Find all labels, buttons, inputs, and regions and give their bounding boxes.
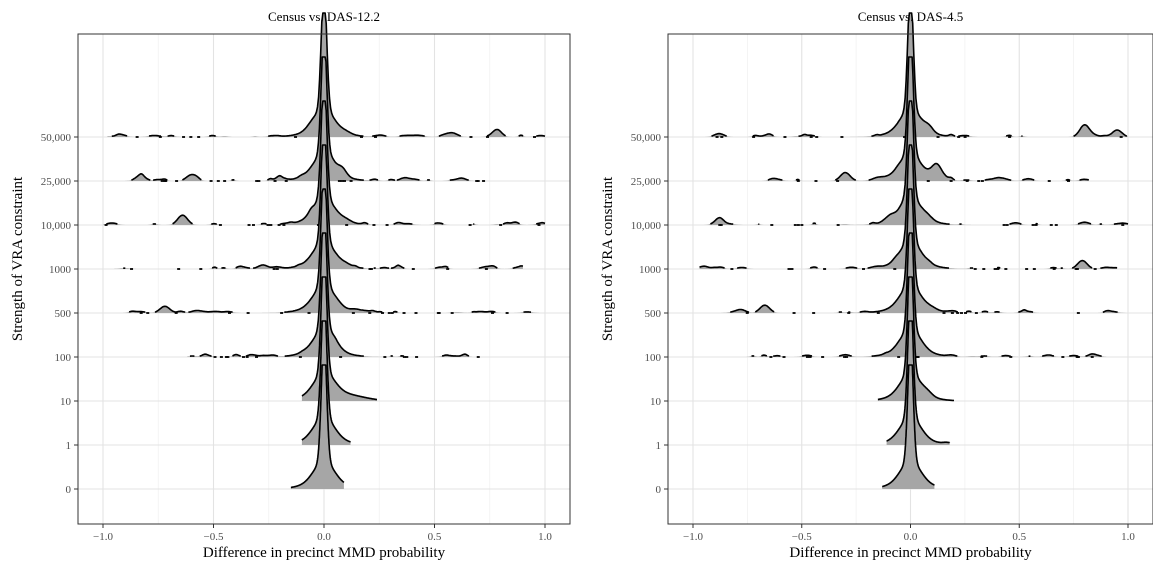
y-tick-label: 25,000	[41, 176, 72, 188]
y-tick-label: 100	[55, 352, 72, 364]
x-tick-label: −1.0	[93, 531, 113, 543]
chart-title: Census vs. DAS-4.5	[858, 9, 963, 24]
ridge-line-0	[881, 364, 936, 488]
ridge-line-100	[751, 232, 1102, 357]
y-tick-label: 1	[656, 440, 662, 452]
ridge-line-10	[301, 276, 378, 401]
ridge-fill-100	[745, 233, 1107, 357]
ridge-line-0	[290, 364, 345, 489]
chart-title: Census vs. DAS-12.2	[268, 9, 380, 24]
y-tick-label: 1000	[49, 264, 72, 276]
x-tick-label: 1.0	[1121, 531, 1135, 543]
ridge-line-1000	[699, 144, 1118, 269]
x-tick-label: 0.0	[904, 531, 918, 543]
y-tick-label: 50,000	[631, 132, 662, 144]
y-tick-label: 50,000	[41, 132, 72, 144]
y-tick-label: 10	[60, 396, 72, 408]
ridge-line-500	[128, 188, 532, 313]
ridge-fill-25-000	[116, 57, 495, 181]
y-axis-label: Strength of VRA constraint	[600, 176, 616, 341]
y-tick-label: 1000	[639, 264, 662, 276]
ridge-line-10-000	[710, 100, 1129, 225]
y-tick-label: 500	[645, 308, 662, 320]
y-tick-label: 0	[656, 484, 662, 496]
chart-panel-das-12-2: −1.0 −0.5 0.0 0.5 1.0 0 1 10 100 500 1000 10,000 25,…	[10, 9, 571, 561]
ridges	[103, 12, 546, 489]
chart-panel-das-4-5: −1.0 −0.5 0.0 0.5 1.0 0 1 10 100 500 1000 10,000 25,…	[600, 9, 1153, 561]
ridge-line-10-000	[106, 100, 546, 225]
x-axis-ticks: −1.0 −0.5 0.0 0.5 1.0	[683, 524, 1135, 543]
y-axis-label: Strength of VRA constraint	[10, 176, 26, 341]
y-tick-label: 500	[55, 308, 72, 320]
ridge-line-25-000	[767, 56, 1089, 181]
ridge-fill-0	[882, 365, 935, 489]
y-tick-label: 25,000	[631, 176, 662, 188]
x-tick-label: −0.5	[204, 531, 224, 543]
y-tick-label: 10	[650, 396, 662, 408]
y-axis-ticks: 0 1 10 100 500 1000 10,000 25,000 50,000	[631, 132, 668, 496]
x-tick-label: −0.5	[792, 531, 812, 543]
ridge-fill-1000	[114, 145, 523, 269]
ridge-line-25-000	[131, 56, 469, 181]
x-tick-label: 0.0	[317, 531, 331, 543]
ridge-line-1	[885, 320, 951, 444]
ridge-line-50-000	[111, 12, 546, 137]
x-axis-label: Difference in precinct MMD probability	[789, 545, 1032, 561]
ridge-fill-500	[114, 189, 545, 313]
ridge-line-1000	[123, 144, 524, 269]
y-tick-label: 100	[645, 352, 662, 364]
x-axis-label: Difference in precinct MMD probability	[203, 545, 446, 561]
y-axis-ticks: 0 1 10 100 500 1000 10,000 25,000 50,000	[41, 132, 78, 496]
ridge-line-10	[877, 276, 955, 402]
x-tick-label: 1.0	[538, 531, 552, 543]
y-tick-label: 0	[66, 484, 72, 496]
ridge-fill-10	[877, 277, 954, 401]
x-axis-ticks: −1.0 −0.5 0.0 0.5 1.0	[93, 524, 552, 543]
x-tick-label: 0.5	[428, 531, 442, 543]
y-tick-label: 10,000	[631, 220, 662, 232]
y-tick-label: 1	[66, 440, 72, 452]
x-tick-label: 0.5	[1012, 531, 1026, 543]
ridge-line-1	[301, 320, 352, 443]
y-tick-label: 10,000	[41, 220, 72, 232]
ridge-line-50-000	[711, 12, 1128, 137]
ridges	[693, 12, 1129, 489]
x-tick-label: −1.0	[683, 531, 703, 543]
ridge-line-100	[189, 232, 470, 357]
ridge-line-500	[730, 188, 1118, 313]
